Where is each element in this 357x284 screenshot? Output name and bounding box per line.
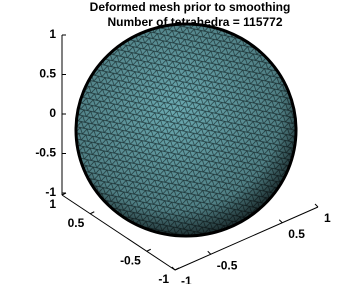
y-tick — [90, 211, 95, 215]
z-tick-label: -0.5 — [35, 146, 56, 160]
z-tick-label: -1 — [45, 185, 56, 199]
y-tick-label: -0.5 — [120, 253, 141, 267]
y-tick — [146, 248, 151, 252]
axes — [61, 35, 319, 271]
x-axis — [174, 206, 319, 271]
chart-title: Deformed mesh prior to smoothing — [90, 0, 291, 14]
x-tick-label: 1 — [324, 211, 331, 225]
y-axis — [61, 194, 176, 271]
y-tick — [174, 267, 180, 271]
x-tick — [207, 250, 212, 255]
y-tick — [61, 192, 67, 196]
z-tick-label: 0.5 — [39, 67, 56, 81]
y-tick-label: 1 — [49, 197, 56, 211]
x-tick-label: -0.5 — [217, 258, 238, 272]
x-tick-label: 0.5 — [288, 227, 305, 241]
x-tick-label: -1 — [181, 274, 192, 284]
sphere-shading — [76, 24, 296, 236]
sphere-outline — [74, 22, 298, 238]
chart-subtitle: Number of tetrahedra = 115772 — [107, 15, 282, 29]
x-tick — [314, 203, 319, 208]
x-tick — [171, 266, 176, 271]
y-tick-label: -1 — [158, 272, 169, 284]
z-tick-label: 0 — [49, 106, 56, 120]
y-tick-label: 0.5 — [68, 216, 85, 230]
z-tick-label: 1 — [49, 27, 56, 41]
x-tick — [278, 219, 283, 224]
mesh-sphere — [74, 22, 298, 238]
